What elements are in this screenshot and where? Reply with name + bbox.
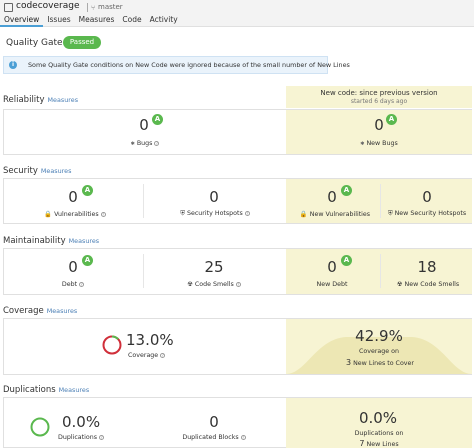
help-icon: ? xyxy=(235,281,241,287)
help-icon: ? xyxy=(99,434,104,440)
new-security-hotspots-value[interactable]: 0 xyxy=(422,188,432,206)
nav-tabs: Overview Issues Measures Code Activity xyxy=(0,14,182,27)
coverage-label: Coverage? xyxy=(128,352,166,359)
new-vulnerabilities-value[interactable]: 0 xyxy=(327,188,337,206)
maintainability-title: Maintainability Measures xyxy=(3,236,100,246)
coverage-value[interactable]: 13.0% xyxy=(126,331,174,349)
coverage-measures-link[interactable]: Measures xyxy=(46,307,78,315)
project-icon xyxy=(4,3,13,12)
tab-measures[interactable]: Measures xyxy=(78,15,115,24)
coverage-trend-wave xyxy=(286,337,472,374)
new-code-smells-label: ☢ New Code Smells xyxy=(396,281,460,288)
security-new-code-bg xyxy=(286,179,472,223)
duplications-new-code-bg xyxy=(286,398,472,448)
security-title: Security Measures xyxy=(3,166,72,176)
code-smells-value[interactable]: 25 xyxy=(204,258,224,276)
new-lines-to-cover: 3 New Lines to Cover xyxy=(345,358,414,367)
new-duplications-lines: 7 New Lines xyxy=(359,439,399,448)
divider xyxy=(143,254,144,288)
new-bugs-value[interactable]: 0 xyxy=(374,116,384,134)
quality-gate-status-badge: Passed xyxy=(63,36,101,49)
vulnerabilities-value[interactable]: 0 xyxy=(68,188,78,206)
maintainability-new-code-bg xyxy=(286,249,472,294)
lock-icon: 🔒 xyxy=(44,211,53,218)
security-measures-link[interactable]: Measures xyxy=(40,167,72,175)
header-separator xyxy=(87,3,88,12)
new-duplications-value[interactable]: 0.0% xyxy=(358,409,398,427)
bug-icon: ✱ xyxy=(130,141,135,147)
divider xyxy=(143,184,144,218)
help-icon: ? xyxy=(244,210,250,216)
duplications-measures-link[interactable]: Measures xyxy=(58,386,90,394)
debt-value[interactable]: 0 xyxy=(68,258,78,276)
reliability-title: Reliability Measures xyxy=(3,95,79,105)
branch-name[interactable]: master xyxy=(98,3,123,11)
debt-label: Debt? xyxy=(61,281,85,288)
new-code-started: started 6 days ago xyxy=(350,98,408,105)
help-icon: ? xyxy=(160,352,166,358)
maintainability-measures-link[interactable]: Measures xyxy=(68,237,100,245)
security-hotspots-label: ⛨ Security Hotspots? xyxy=(180,210,250,217)
coverage-donut xyxy=(102,335,122,355)
new-debt-rating: A xyxy=(341,255,352,266)
lock-icon: 🔒 xyxy=(299,211,308,218)
quality-gate-label: Quality Gate xyxy=(6,38,63,48)
new-security-hotspots-label: ⛨ New Security Hotspots xyxy=(387,210,467,217)
help-icon: ? xyxy=(79,281,85,287)
bugs-label: ✱ Bugs? xyxy=(130,140,160,147)
shield-icon: ⛨ xyxy=(387,210,393,217)
help-icon: ? xyxy=(100,211,106,217)
info-banner-text: Some Quality Gate conditions on New Code… xyxy=(28,61,350,69)
project-header: codecoverage ⑂ master Overview Issues Me… xyxy=(0,0,474,27)
code-smells-label: ☢ Code Smells? xyxy=(187,281,241,288)
info-banner: i Some Quality Gate conditions on New Co… xyxy=(3,56,350,74)
bugs-rating: A xyxy=(152,114,163,125)
divider xyxy=(380,254,381,288)
reliability-new-code-bg xyxy=(286,110,472,154)
tab-code[interactable]: Code xyxy=(122,15,142,24)
security-hotspots-value[interactable]: 0 xyxy=(209,188,219,206)
bugs-value[interactable]: 0 xyxy=(139,116,149,134)
tab-overview[interactable]: Overview xyxy=(0,14,44,27)
new-duplications-label: Duplications on xyxy=(354,430,404,437)
tab-activity[interactable]: Activity xyxy=(149,15,178,24)
new-code-smells-value[interactable]: 18 xyxy=(417,258,437,276)
tab-issues[interactable]: Issues xyxy=(47,15,71,24)
vulnerabilities-label: 🔒 Vulnerabilities? xyxy=(44,211,106,218)
coverage-title: Coverage Measures xyxy=(3,306,78,316)
new-coverage-value[interactable]: 42.9% xyxy=(355,327,403,345)
vulnerabilities-rating: A xyxy=(82,185,93,196)
smell-icon: ☢ xyxy=(396,281,403,288)
new-debt-label: New Debt xyxy=(316,281,348,288)
project-name[interactable]: codecoverage xyxy=(16,1,80,11)
duplications-title: Duplications Measures xyxy=(3,385,90,395)
duplicated-blocks-label: Duplicated Blocks? xyxy=(182,434,246,441)
help-icon: ? xyxy=(154,140,160,146)
help-icon: ? xyxy=(240,434,246,440)
duplications-value[interactable]: 0.0% xyxy=(62,413,101,431)
new-code-title: New code: since previous version xyxy=(320,89,438,97)
new-bugs-label: ✱ New Bugs xyxy=(360,140,398,147)
new-bugs-rating: A xyxy=(386,114,397,125)
bug-icon: ✱ xyxy=(360,141,365,147)
duplications-donut xyxy=(30,417,50,437)
branch-icon: ⑂ xyxy=(91,4,96,12)
duplicated-blocks-value[interactable]: 0 xyxy=(209,413,219,431)
divider xyxy=(380,184,381,218)
debt-rating: A xyxy=(82,255,93,266)
new-debt-value[interactable]: 0 xyxy=(327,258,337,276)
smell-icon: ☢ xyxy=(187,281,193,288)
new-vulnerabilities-rating: A xyxy=(341,185,352,196)
reliability-measures-link[interactable]: Measures xyxy=(47,96,79,104)
new-code-header xyxy=(286,86,472,108)
shield-icon: ⛨ xyxy=(180,210,185,217)
new-vulnerabilities-label: 🔒 New Vulnerabilities xyxy=(299,211,371,218)
info-icon: i xyxy=(9,61,17,69)
duplications-label: Duplications? xyxy=(58,434,104,441)
new-coverage-label: Coverage on xyxy=(358,348,399,355)
